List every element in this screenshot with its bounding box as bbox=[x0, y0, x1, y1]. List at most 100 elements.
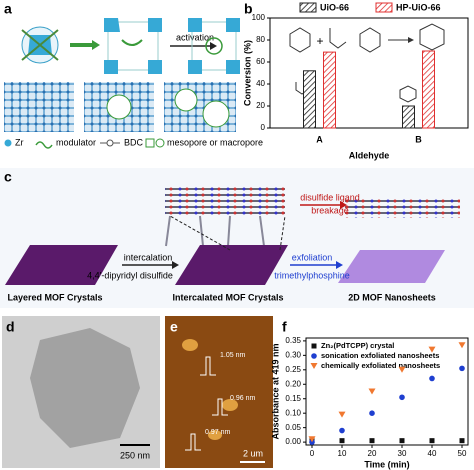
plot-frame bbox=[305, 337, 469, 446]
legend-icon bbox=[155, 138, 165, 148]
stage-label: Layered MOF Crystals bbox=[7, 292, 102, 302]
step-label: activation bbox=[176, 32, 214, 42]
point bbox=[399, 394, 405, 401]
legend-icon bbox=[35, 141, 53, 149]
y-axis-label: Absorbance at 419 nm bbox=[270, 343, 280, 439]
x-axis-label: Time (min) bbox=[364, 459, 409, 469]
pore bbox=[106, 94, 132, 120]
arrow-head bbox=[92, 40, 100, 50]
x-tick-label: A bbox=[316, 134, 323, 144]
y-tick-label: 100 bbox=[252, 13, 266, 22]
legend-marker bbox=[311, 353, 317, 359]
y-tick-label: 40 bbox=[256, 79, 265, 88]
point bbox=[368, 388, 376, 395]
layers bbox=[165, 186, 285, 216]
point bbox=[339, 438, 345, 444]
molecule bbox=[289, 27, 311, 53]
y-tick-label: 0 bbox=[261, 123, 266, 132]
panel-a: a activation Zr modulator BDC mesopore o… bbox=[4, 1, 263, 149]
zoom-line bbox=[169, 215, 286, 251]
y-axis-label: Conversion (%) bbox=[242, 40, 252, 106]
panel-e: e 1.05 nm 0.96 nm 0.97 nm 2 um bbox=[165, 316, 273, 468]
height-label: 0.96 nm bbox=[230, 395, 255, 402]
step-label: exfoliation bbox=[292, 252, 333, 262]
y-tick-label: 0.00 bbox=[285, 437, 301, 446]
legend-icon bbox=[4, 139, 12, 147]
bar bbox=[303, 70, 316, 129]
y-tick-label: 0.20 bbox=[285, 379, 301, 388]
point bbox=[459, 438, 465, 444]
height-label: 1.05 nm bbox=[220, 352, 245, 359]
panel-label: d bbox=[6, 319, 15, 335]
height-profile bbox=[200, 356, 216, 376]
molecule bbox=[359, 27, 381, 53]
stage-label: Intercalated MOF Crystals bbox=[172, 292, 283, 302]
annotation: breakage bbox=[311, 205, 349, 215]
x-tick-label: 0 bbox=[310, 449, 315, 458]
panel-label: b bbox=[244, 1, 253, 17]
panel-d: d 250 nm bbox=[2, 316, 160, 468]
scale-label: 2 um bbox=[243, 448, 263, 458]
nanosheet-layer bbox=[345, 198, 460, 218]
x-tick-label: 30 bbox=[398, 449, 407, 458]
legend-label: mesopore or macropore bbox=[167, 137, 263, 147]
nanosheet bbox=[208, 430, 222, 440]
nanosheet bbox=[30, 328, 140, 448]
arrow-head bbox=[172, 261, 179, 269]
x-tick-label: 40 bbox=[428, 449, 437, 458]
point bbox=[429, 375, 435, 382]
y-tick-label: 0.30 bbox=[285, 350, 301, 359]
molecule bbox=[329, 28, 347, 49]
panel-label: c bbox=[4, 169, 12, 185]
cluster bbox=[21, 26, 59, 64]
reagent: 4,4'-dipyridyl disulfide bbox=[87, 270, 173, 280]
legend-marker bbox=[310, 363, 318, 369]
plus-sign: + bbox=[316, 34, 323, 48]
point bbox=[399, 438, 405, 444]
afm-image bbox=[165, 316, 273, 468]
arrow-head bbox=[336, 261, 343, 269]
bar bbox=[323, 51, 336, 129]
linkers bbox=[165, 215, 265, 247]
stage-label: 2D MOF Nanosheets bbox=[348, 292, 436, 302]
point bbox=[459, 365, 465, 372]
height-profile bbox=[212, 398, 228, 416]
panel-label: f bbox=[282, 319, 287, 335]
legend-marker bbox=[311, 343, 317, 349]
nanosheet bbox=[182, 339, 198, 351]
point bbox=[429, 438, 435, 444]
nanosheet bbox=[222, 399, 238, 411]
legend-label: sonication exfoliated nanosheets bbox=[321, 351, 439, 360]
legend-label: HP-UiO-66 bbox=[396, 2, 441, 12]
y-tick-label: 80 bbox=[256, 35, 265, 44]
pore bbox=[174, 88, 198, 112]
y-tick-label: 0.10 bbox=[285, 408, 301, 417]
legend-icon bbox=[145, 138, 155, 148]
panel-label: e bbox=[170, 319, 178, 335]
molecule bbox=[399, 85, 417, 103]
plot-frame bbox=[269, 17, 469, 129]
y-tick-label: 0.35 bbox=[285, 336, 301, 345]
point bbox=[308, 436, 316, 443]
framework bbox=[104, 18, 162, 74]
y-tick-label: 60 bbox=[256, 57, 265, 66]
y-tick-label: 0.05 bbox=[285, 423, 301, 432]
crystal bbox=[175, 245, 288, 285]
arrow-head bbox=[210, 42, 217, 50]
legend-swatch bbox=[299, 2, 317, 13]
molecule bbox=[419, 23, 445, 51]
framework bbox=[188, 18, 240, 74]
legend-label: Zn₂(PdTCPP) crystal bbox=[321, 341, 394, 350]
point bbox=[369, 410, 375, 416]
point bbox=[338, 411, 346, 418]
reagent: trimethylphosphine bbox=[274, 270, 350, 280]
y-tick-label: 0.15 bbox=[285, 394, 301, 403]
crystal bbox=[5, 245, 118, 285]
y-tick-label: 20 bbox=[256, 101, 265, 110]
legend-icon bbox=[106, 139, 114, 147]
legend-swatch bbox=[375, 2, 393, 13]
height-label: 0.97 nm bbox=[205, 429, 230, 436]
arrow-head bbox=[408, 37, 414, 43]
reaction-scheme bbox=[289, 23, 445, 103]
